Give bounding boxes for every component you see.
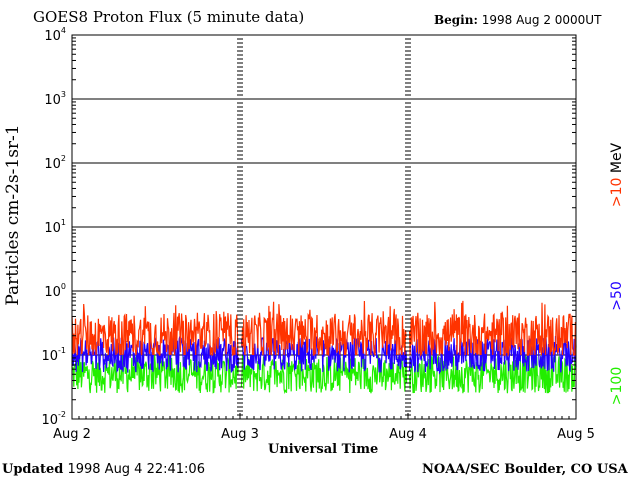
frame-layer bbox=[71, 34, 577, 420]
tick-layer: 10-2 10-1 100 101 102 103 104 Aug 2 Aug 3 Aug 4 Au… bbox=[41, 26, 594, 442]
updated-timestamp: Updated 1998 Aug 4 22:41:06 bbox=[2, 462, 205, 477]
y-tick-label: 100 bbox=[44, 282, 66, 300]
energy-label-10: >10 MeV bbox=[609, 143, 625, 207]
chart-title: GOES8 Proton Flux (5 minute data) bbox=[33, 8, 305, 26]
updated-value: 1998 Aug 4 22:41:06 bbox=[67, 462, 205, 477]
x-tick-label: Aug 4 bbox=[389, 427, 427, 442]
y-tick-label: 10-2 bbox=[41, 410, 66, 428]
y-tick-label: 103 bbox=[44, 90, 66, 108]
begin-time: Begin: 1998 Aug 2 0000UT bbox=[434, 13, 601, 27]
x-tick-label: Aug 2 bbox=[53, 427, 91, 442]
series-line-50mev bbox=[71, 335, 577, 375]
energy-unit: MeV bbox=[609, 142, 625, 174]
x-tick-label: Aug 3 bbox=[221, 427, 259, 442]
series-layer bbox=[71, 300, 577, 395]
y-tick-label: 102 bbox=[44, 154, 66, 172]
x-axis-title: Universal Time bbox=[268, 442, 379, 457]
y-tick-label: 101 bbox=[44, 218, 66, 236]
series-line-10mev bbox=[71, 300, 577, 358]
energy-label-100: >100 bbox=[609, 366, 625, 406]
updated-label: Updated bbox=[2, 462, 64, 477]
begin-value: 1998 Aug 2 0000UT bbox=[481, 13, 602, 27]
begin-label: Begin: bbox=[434, 13, 478, 27]
x-tick-label: Aug 5 bbox=[557, 427, 595, 442]
y-tick-label: 104 bbox=[44, 26, 66, 44]
y-tick-label: 10-1 bbox=[41, 346, 66, 364]
energy-label-50: >50 bbox=[609, 281, 625, 311]
credit-text: NOAA/SEC Boulder, CO USA bbox=[422, 462, 628, 477]
energy-10-text: >10 bbox=[609, 177, 625, 208]
